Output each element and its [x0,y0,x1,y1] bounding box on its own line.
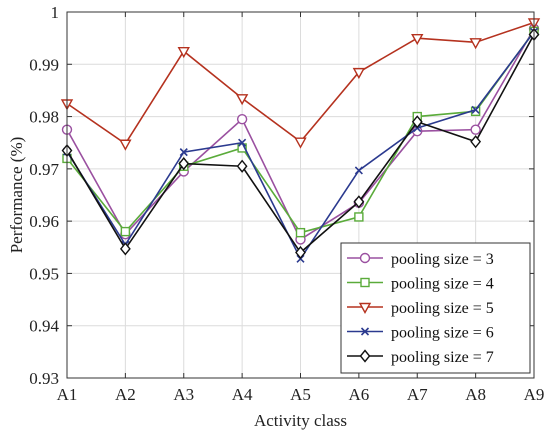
x-tick-label: A5 [290,385,311,404]
data-point [470,124,481,135]
y-axis-ticks: 0.93 0.94 0.95 0.96 0.97 0.98 0.99 1 [29,3,534,388]
data-point [353,195,365,209]
x-tick-label: A1 [57,385,78,404]
data-point [471,105,480,114]
legend-item: pooling size = 6 [347,325,494,342]
data-point [235,94,249,106]
y-tick-label: 0.99 [29,55,59,74]
data-point [354,166,363,175]
data-point [295,227,306,238]
legend-label: pooling size = 3 [391,251,494,268]
data-point [295,245,306,260]
legend-marker [359,349,371,363]
legend-box [340,242,531,374]
x-axis-label: Activity class [254,411,347,430]
data-point [411,115,423,129]
y-tick-label: 1 [51,3,60,22]
x-tick-label: A7 [407,385,428,404]
legend-label: pooling size = 7 [391,349,494,366]
data-point [470,135,482,149]
data-point [119,139,132,151]
legend: pooling size = 3 pooling size = 4 pooling … [340,242,531,374]
data-point [411,33,424,46]
x-tick-label: A4 [232,385,253,404]
x-tick-label: A2 [115,385,136,404]
x-tick-label: A3 [173,385,194,404]
series-5 [61,27,540,260]
y-tick-label: 0.97 [29,160,59,179]
data-point [236,113,248,125]
data-point [178,157,190,171]
legend-marker [360,277,370,288]
x-tick-label: A6 [348,385,369,404]
data-point [179,148,188,157]
data-point [352,67,366,80]
legend-item: pooling size = 4 [347,276,494,293]
y-tick-label: 0.95 [29,264,59,283]
legend-item: pooling size = 3 [347,251,494,268]
legend-marker [359,252,371,264]
data-point [177,47,190,59]
legend-marker [360,327,370,336]
data-point [294,137,307,149]
y-tick-label: 0.98 [29,108,59,127]
legend-label: pooling size = 6 [391,325,494,342]
plot-frame [66,11,535,379]
data-point [354,212,364,222]
y-axis-label: Performance (%) [7,137,26,254]
y-tick-label: 0.96 [29,212,59,231]
data-point [120,226,131,237]
data-point [236,159,248,173]
data-point [238,138,247,147]
y-tick-label: 0.94 [29,317,59,336]
data-point [119,242,131,256]
legend-label: pooling size = 5 [391,300,494,317]
legend-item: pooling size = 7 [347,349,494,366]
legend-label: pooling size = 4 [391,276,494,293]
x-tick-label: A9 [524,385,545,404]
legend-marker [358,302,372,314]
y-tick-label: 0.93 [29,369,59,388]
legend-item: pooling size = 5 [347,300,494,317]
x-tick-label: A8 [465,385,486,404]
data-point [469,38,482,50]
